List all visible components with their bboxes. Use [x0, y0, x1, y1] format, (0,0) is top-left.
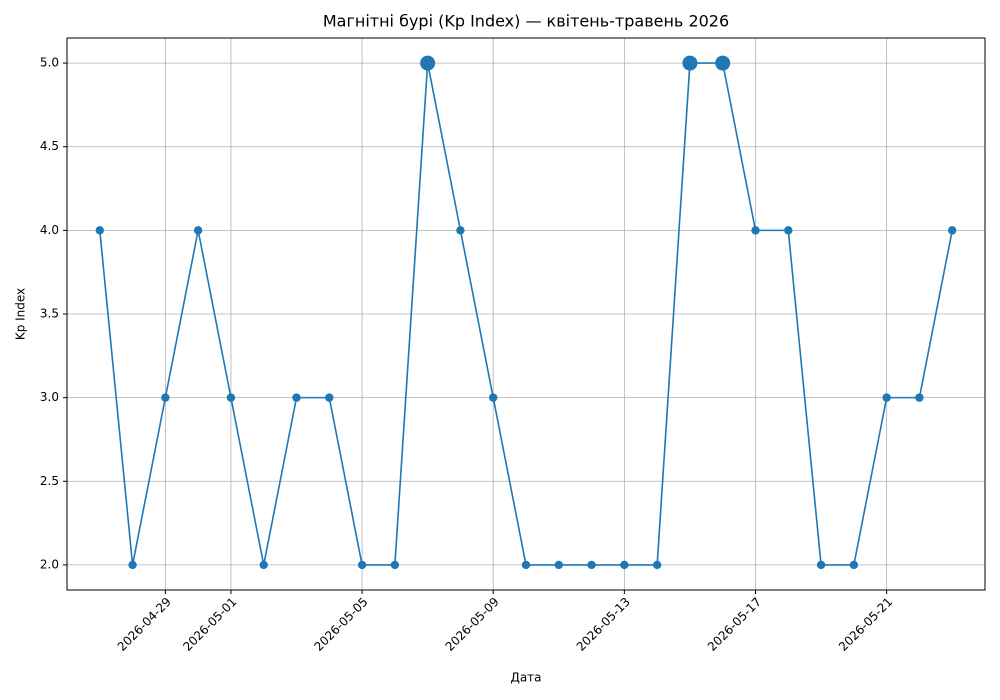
marker — [849, 560, 859, 570]
marker — [325, 393, 334, 402]
y-tick-label: 4.0 — [40, 223, 59, 237]
y-tick-label: 5.0 — [40, 56, 59, 70]
chart-title: Магнітні бурі (Kp Index) — квітень-траве… — [323, 12, 729, 31]
marker — [357, 560, 367, 570]
marker — [259, 560, 268, 570]
marker — [784, 226, 793, 235]
y-tick-label: 4.5 — [40, 139, 59, 153]
y-axis-label: Kp Index — [14, 288, 28, 340]
marker — [390, 560, 400, 570]
marker — [95, 226, 104, 235]
marker — [420, 55, 436, 71]
y-tick-label: 3.0 — [40, 390, 59, 404]
marker — [489, 393, 498, 402]
y-tick-label: 3.5 — [40, 307, 59, 321]
marker — [521, 560, 531, 570]
marker — [587, 560, 596, 570]
marker — [816, 560, 826, 570]
marker — [226, 393, 236, 402]
marker — [751, 226, 760, 235]
marker — [554, 560, 563, 570]
y-tick-label: 2.0 — [40, 557, 59, 571]
x-axis-label: Дата — [510, 671, 541, 685]
marker — [292, 393, 301, 402]
marker — [161, 393, 170, 402]
marker — [948, 226, 957, 235]
marker — [193, 226, 203, 235]
y-tick-label: 2.5 — [40, 474, 59, 488]
marker — [620, 560, 629, 570]
marker — [456, 226, 465, 235]
marker — [882, 393, 891, 402]
marker — [682, 55, 698, 71]
marker — [715, 55, 731, 71]
marker — [128, 560, 137, 570]
plot-frame — [66, 37, 986, 591]
marker — [915, 393, 924, 402]
marker — [652, 560, 662, 570]
